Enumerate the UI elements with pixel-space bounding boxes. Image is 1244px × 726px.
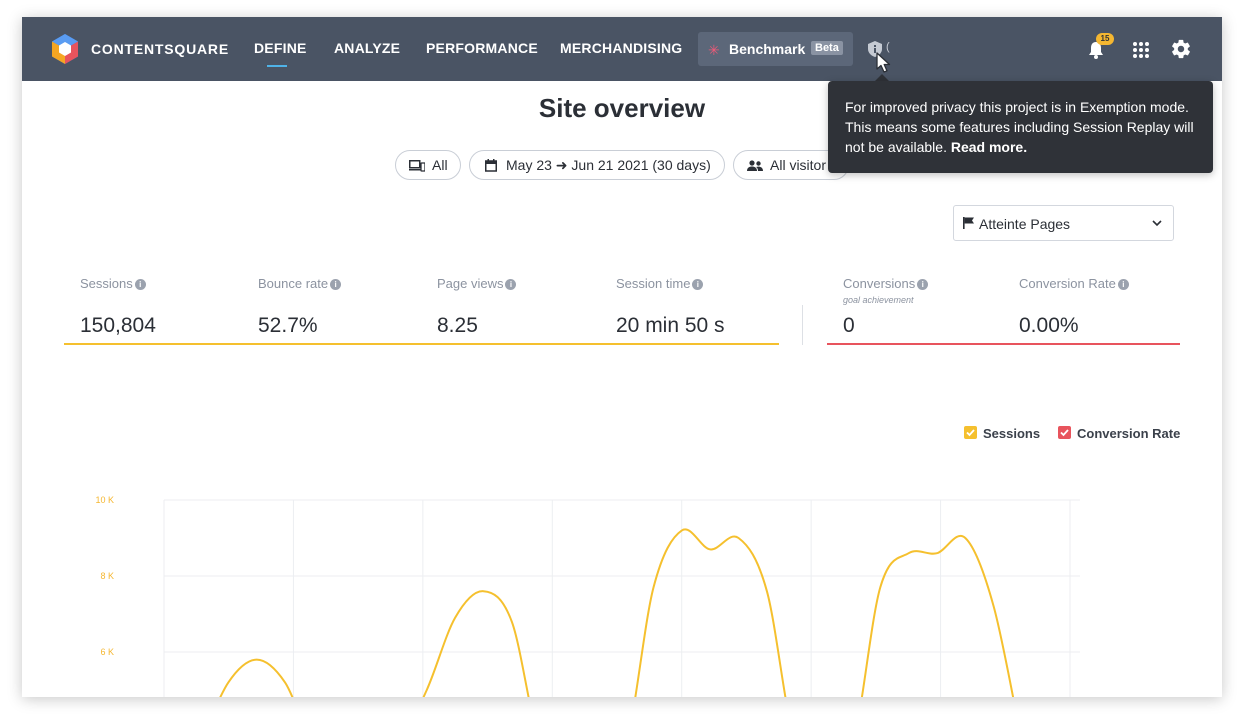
info-icon[interactable]: i [1117, 279, 1129, 290]
benchmark-button[interactable]: ✳ Benchmark Beta [698, 32, 853, 66]
date-range-filter[interactable]: May 23 ➜ Jun 21 2021 (30 days) [469, 150, 725, 180]
metric-label-text: Sessions [80, 276, 133, 291]
legend-conversion-label: Conversion Rate [1077, 426, 1181, 441]
metric-label-page-views: Page views i [437, 276, 517, 291]
y-axis-tick-label: 10 K [95, 495, 114, 505]
sessions-line-chart: 10 K 8 K 6 K [95, 495, 1080, 697]
conversion-metrics-underline [827, 343, 1180, 345]
metric-label-text: Session time [616, 276, 691, 291]
info-icon[interactable]: i [692, 279, 704, 290]
nav-analyze[interactable]: ANALYZE [334, 40, 401, 56]
tooltip-arrow [874, 74, 890, 82]
metric-label-text: Page views [437, 276, 504, 291]
info-icon[interactable]: i [917, 279, 929, 290]
notification-count-badge: 15 [1096, 33, 1114, 45]
read-more-link[interactable]: Read more. [950, 139, 1028, 155]
metric-label-text: Conversion Rate [1019, 276, 1116, 291]
metric-value-bounce-rate: 52.7% [258, 314, 318, 337]
checkbox-checked-icon[interactable] [964, 426, 977, 439]
devices-icon [409, 160, 425, 172]
nav-merchandising[interactable]: MERCHANDISING [560, 40, 683, 56]
beta-badge: Beta [811, 41, 843, 55]
legend-sessions-label: Sessions [983, 426, 1041, 441]
privacy-tooltip: For improved privacy this project is in … [828, 81, 1213, 173]
sessions-series-line[interactable] [200, 528, 1022, 697]
metric-label-conversion-rate: Conversion Rate i [1019, 276, 1129, 291]
metric-value-conversions: 0 [843, 314, 855, 337]
benchmark-label: Benchmark [729, 41, 806, 57]
goal-selector-dropdown[interactable]: Atteinte Pages [953, 205, 1174, 241]
info-icon[interactable]: i [134, 279, 146, 290]
metric-label-text: Bounce rate [258, 276, 329, 291]
brand-name: CONTENTSQUARE [91, 41, 229, 57]
nav-performance[interactable]: PERFORMANCE [426, 40, 538, 56]
metric-value-sessions: 150,804 [80, 314, 156, 337]
tooltip-text: For improved privacy this project is in … [845, 99, 1194, 155]
shield-trail-text: ( [886, 41, 890, 53]
checkbox-checked-icon[interactable] [1058, 426, 1071, 439]
date-range-label: May 23 ➜ Jun 21 2021 (30 days) [506, 157, 711, 173]
metric-sublabel-conversions: goal achievement [843, 295, 914, 305]
sparkle-icon: ✳ [708, 42, 720, 58]
privacy-shield-icon[interactable] [868, 41, 882, 57]
device-filter[interactable]: All [395, 150, 461, 180]
metric-label-session-time: Session time i [616, 276, 704, 291]
apps-grid-icon[interactable] [1132, 41, 1150, 59]
chevron-down-icon [1152, 220, 1162, 227]
sessions-metrics-underline [64, 343, 779, 345]
y-axis-tick-label: 8 K [100, 571, 114, 581]
users-icon [747, 160, 763, 171]
device-filter-label: All [432, 157, 448, 173]
legend-sessions[interactable]: Sessions [964, 426, 1040, 441]
page-title: Site overview [538, 93, 706, 123]
metric-value-session-time: 20 min 50 s [616, 314, 725, 337]
metric-label-bounce-rate: Bounce rate i [258, 276, 342, 291]
metric-value-conversion-rate: 0.00% [1019, 314, 1079, 337]
metric-label-conversions: Conversions i [843, 276, 929, 291]
visitors-filter-label: All visitor [770, 157, 827, 173]
mouse-pointer-icon [876, 52, 891, 73]
nav-define[interactable]: DEFINE [254, 40, 307, 56]
flag-icon [963, 217, 974, 229]
legend-conversion-rate[interactable]: Conversion Rate [1058, 426, 1180, 441]
contentsquare-logo-icon[interactable] [49, 33, 81, 65]
calendar-icon [485, 159, 497, 172]
nav-active-indicator [267, 65, 287, 67]
goal-selector-value: Atteinte Pages [979, 216, 1071, 232]
app-window: CONTENTSQUARE DEFINE ANALYZE PERFORMANCE… [22, 17, 1222, 697]
info-icon[interactable]: i [330, 279, 342, 290]
info-icon[interactable]: i [505, 279, 517, 290]
y-axis-tick-label: 6 K [100, 647, 114, 657]
metric-value-page-views: 8.25 [437, 314, 478, 337]
top-navigation-bar: CONTENTSQUARE DEFINE ANALYZE PERFORMANCE… [22, 17, 1222, 81]
metric-label-text: Conversions [843, 276, 916, 291]
settings-gear-icon[interactable] [1170, 38, 1192, 60]
metric-label-sessions: Sessions i [80, 276, 146, 291]
metrics-divider [802, 305, 803, 345]
notification-bell-icon[interactable] [1086, 40, 1106, 60]
